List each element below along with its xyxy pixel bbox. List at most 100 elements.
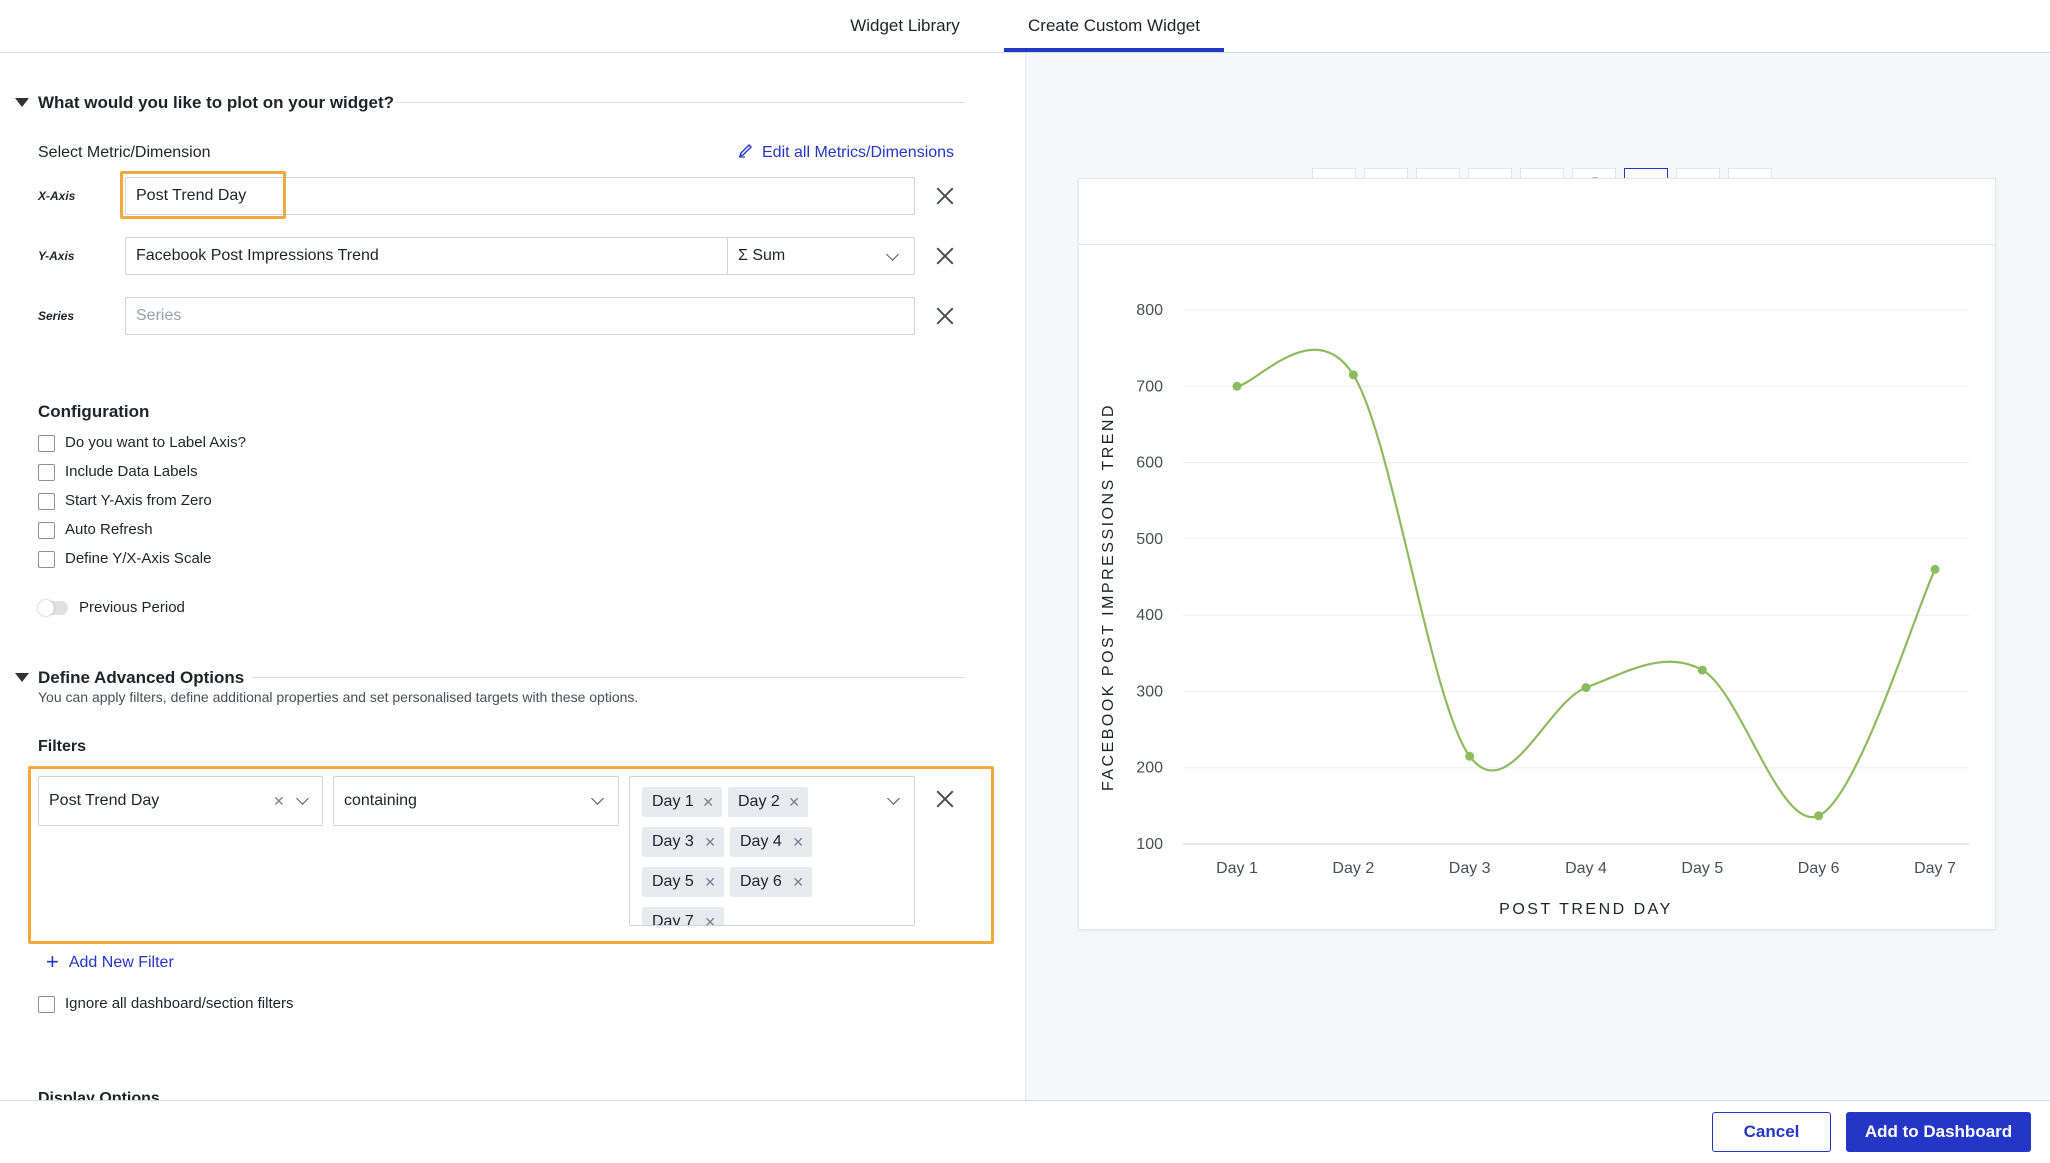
add-to-dashboard-button[interactable]: Add to Dashboard [1846, 1112, 2031, 1152]
data-point [1814, 811, 1824, 821]
remove-chip-icon[interactable]: ✕ [704, 914, 716, 926]
y-tick-label: 400 [1136, 607, 1163, 624]
x-tick-label: Day 7 [1914, 860, 1956, 877]
chip-label: Day 2 [738, 793, 780, 810]
x-tick-label: Day 3 [1449, 860, 1491, 877]
previous-period-toggle[interactable] [38, 600, 68, 616]
pencil-icon [738, 144, 752, 158]
auto-refresh-label: Auto Refresh [65, 521, 153, 538]
axis-scale-label: Define Y/X-Axis Scale [65, 550, 212, 567]
filter-values-select[interactable]: Day 1 ✕ Day 2 ✕ Day 3 ✕ Day 4 ✕ Day 5 ✕ Day 6… [629, 776, 915, 926]
data-point [1697, 665, 1707, 675]
toggle-knob [38, 600, 54, 616]
filter-chip: Day 5 ✕ [642, 867, 724, 897]
x-axis-label: X-Axis [38, 189, 76, 203]
series-line [1236, 348, 1936, 819]
remove-chip-icon[interactable]: ✕ [792, 834, 804, 850]
chip-label: Day 5 [652, 873, 694, 890]
chevron-down-icon [886, 248, 899, 261]
ignore-filters-checkbox[interactable] [38, 996, 55, 1013]
remove-chip-icon[interactable]: ✕ [702, 794, 714, 810]
x-axis-title: POST TREND DAY [1499, 901, 1673, 918]
footer-bar: Cancel Add to Dashboard [0, 1100, 2050, 1163]
configuration-title: Configuration [38, 402, 150, 421]
remove-series-icon[interactable] [935, 306, 955, 326]
y-tick-label: 600 [1136, 455, 1163, 472]
label-axis-checkbox[interactable] [38, 435, 55, 452]
collapse-caret-icon[interactable] [15, 98, 29, 107]
x-tick-label: Day 4 [1565, 860, 1607, 877]
filter-operator-value: containing [344, 792, 417, 809]
tab-create-custom-widget[interactable]: Create Custom Widget [1004, 0, 1224, 52]
chevron-down-icon [887, 792, 900, 805]
data-labels-label: Include Data Labels [65, 463, 198, 480]
label-axis-label: Do you want to Label Axis? [65, 434, 246, 451]
filter-chip: Day 2 ✕ [728, 787, 808, 817]
chip-label: Day 3 [652, 833, 694, 850]
data-point [1232, 381, 1242, 391]
chart-card: 100 200 300 400 500 600 700 800 Day 1 Day 2 Day 3 D… [1078, 178, 1996, 930]
y-axis-field[interactable]: Facebook Post Impressions Trend [125, 237, 728, 275]
filter-field-value: Post Trend Day [49, 792, 160, 809]
advanced-description: You can apply filters, define additional… [38, 689, 639, 705]
y-tick-label: 200 [1136, 760, 1163, 777]
y-axis-label: Y-Axis [38, 249, 75, 263]
edit-metrics-label: Edit all Metrics/Dimensions [762, 144, 955, 161]
x-tick-label: Day 1 [1216, 860, 1258, 877]
remove-y-axis-icon[interactable] [935, 246, 955, 266]
section-divider [252, 677, 965, 678]
series-field[interactable]: Series [125, 297, 915, 335]
data-point [1930, 564, 1940, 574]
remove-chip-icon[interactable]: ✕ [788, 794, 800, 810]
tab-bar: Widget Library Create Custom Widget [0, 0, 2050, 53]
y-tick-label: 800 [1136, 302, 1163, 319]
advanced-title: Define Advanced Options [38, 668, 245, 687]
chip-label: Day 4 [740, 833, 782, 850]
x-tick-label: Day 5 [1681, 860, 1723, 877]
section-divider [395, 102, 965, 103]
filter-chip: Day 3 ✕ [642, 827, 724, 857]
x-tick-label: Day 6 [1798, 860, 1840, 877]
start-y-zero-checkbox[interactable] [38, 493, 55, 510]
series-label: Series [38, 309, 75, 323]
x-tick-label: Day 2 [1332, 860, 1374, 877]
filter-chip: Day 4 ✕ [730, 827, 812, 857]
add-filter-label: Add New Filter [68, 954, 174, 971]
chevron-down-icon [591, 792, 604, 805]
filter-chip: Day 6 ✕ [730, 867, 812, 897]
tab-widget-library[interactable]: Widget Library [850, 16, 960, 35]
remove-x-axis-icon[interactable] [935, 186, 955, 206]
aggregation-select[interactable]: Σ Sum [727, 237, 915, 275]
remove-chip-icon[interactable]: ✕ [704, 874, 716, 890]
select-metric-label: Select Metric/Dimension [38, 144, 211, 161]
filter-field-select[interactable]: Post Trend Day ✕ [38, 776, 323, 826]
edit-metrics-link[interactable]: Edit all Metrics/Dimensions [738, 144, 954, 162]
cancel-button[interactable]: Cancel [1712, 1112, 1831, 1152]
previous-period-label: Previous Period [79, 599, 185, 616]
filters-title: Filters [38, 738, 87, 755]
add-new-filter-link[interactable]: + Add New Filter [46, 949, 174, 975]
auto-refresh-checkbox[interactable] [38, 522, 55, 539]
y-tick-label: 300 [1136, 683, 1163, 700]
filter-operator-select[interactable]: containing [333, 776, 619, 826]
chevron-down-icon [296, 792, 309, 805]
data-point [1348, 370, 1358, 380]
y-axis-title: FACEBOOK POST IMPRESSIONS TREND [1100, 403, 1117, 791]
line-chart: 100 200 300 400 500 600 700 800 Day 1 Day 2 Day 3 D… [1100, 302, 1969, 918]
data-point [1465, 751, 1475, 761]
remove-filter-icon[interactable] [935, 789, 955, 809]
x-axis-field[interactable]: Post Trend Day [125, 177, 915, 215]
filter-chip: Day 7 ✕ [642, 907, 724, 926]
data-labels-checkbox[interactable] [38, 464, 55, 481]
plot-section-title: What would you like to plot on your widg… [38, 93, 395, 112]
clear-icon[interactable]: ✕ [273, 793, 285, 809]
chip-label: Day 7 [652, 913, 694, 926]
widget-config-panel: What would you like to plot on your widg… [0, 53, 1026, 1100]
collapse-advanced-caret-icon[interactable] [15, 673, 29, 682]
ignore-filters-label: Ignore all dashboard/section filters [65, 995, 294, 1012]
card-header-divider [1079, 244, 1995, 245]
remove-chip-icon[interactable]: ✕ [704, 834, 716, 850]
axis-scale-checkbox[interactable] [38, 551, 55, 568]
remove-chip-icon[interactable]: ✕ [792, 874, 804, 890]
chip-label: Day 6 [740, 873, 782, 890]
